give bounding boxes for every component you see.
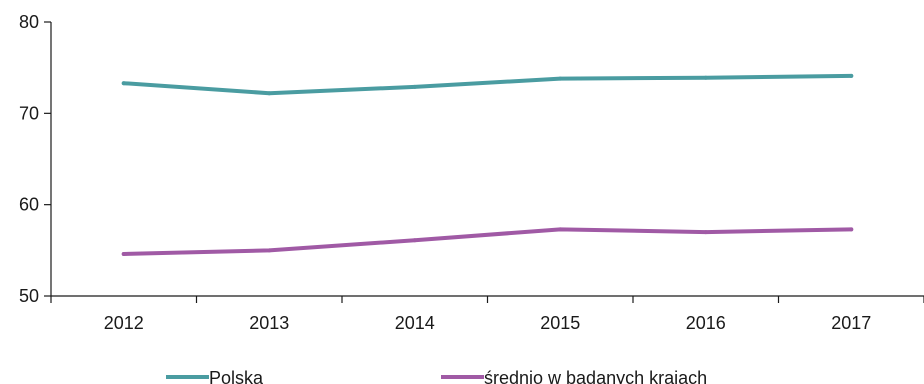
series-1-point (267, 248, 272, 253)
series-1-point (703, 230, 708, 235)
x-tick-label: 2013 (249, 313, 289, 333)
legend: Polska średnio w badanych krajach (166, 368, 707, 384)
series-1-point (412, 238, 417, 243)
legend-label-0: Polska (209, 368, 264, 384)
legend-label-1: średnio w badanych krajach (484, 368, 707, 384)
y-tick-label: 70 (19, 103, 39, 123)
x-tick-label: 2016 (686, 313, 726, 333)
series-1-point (849, 227, 854, 232)
series-line-1 (121, 227, 854, 256)
series-0-point (558, 76, 563, 81)
series-0-point (703, 75, 708, 80)
y-axis: 50 60 70 80 (19, 12, 52, 306)
series-0-point (849, 73, 854, 78)
x-axis: 2012 2013 2014 2015 2016 2017 (50, 295, 924, 333)
series-0-point (412, 84, 417, 89)
series-1-point (121, 251, 126, 256)
series-line-0 (121, 73, 854, 96)
series-lines (121, 73, 854, 256)
x-tick-label: 2015 (540, 313, 580, 333)
series-0-point (267, 91, 272, 96)
x-tick-label: 2012 (104, 313, 144, 333)
series-0-point (121, 81, 126, 86)
y-tick-label: 60 (19, 195, 39, 215)
series-1-point (558, 227, 563, 232)
x-tick-label: 2017 (831, 313, 871, 333)
y-tick-label: 80 (19, 12, 39, 32)
x-tick-label: 2014 (395, 313, 435, 333)
y-tick-label: 50 (19, 286, 39, 306)
